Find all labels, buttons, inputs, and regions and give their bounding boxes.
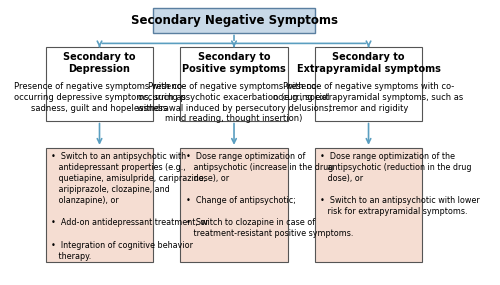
FancyBboxPatch shape bbox=[180, 48, 288, 121]
FancyBboxPatch shape bbox=[314, 148, 422, 262]
Text: Presence of negative symptoms with co-
occurring psychotic exacerbation (e.g., s: Presence of negative symptoms with co- o… bbox=[137, 82, 331, 123]
FancyBboxPatch shape bbox=[154, 8, 314, 32]
Text: Secondary to
Extrapyramidal symptoms: Secondary to Extrapyramidal symptoms bbox=[296, 52, 440, 74]
Text: Secondary to
Positive symptoms: Secondary to Positive symptoms bbox=[182, 52, 286, 74]
Text: Secondary Negative Symptoms: Secondary Negative Symptoms bbox=[130, 14, 338, 27]
FancyBboxPatch shape bbox=[46, 148, 154, 262]
FancyBboxPatch shape bbox=[46, 48, 154, 121]
Text: Presence of negative symptoms with co-
occurring extrapyramidal symptoms, such a: Presence of negative symptoms with co- o… bbox=[274, 82, 464, 113]
Text: Secondary to
Depression: Secondary to Depression bbox=[64, 52, 136, 74]
FancyBboxPatch shape bbox=[314, 48, 422, 121]
Text: •  Switch to an antipsychotic with
   antidepressant properties (e.g.,
   quetia: • Switch to an antipsychotic with antide… bbox=[51, 152, 208, 261]
Text: •  Dose range optimization of
   antipsychotic (increase in the drug
   dose), o: • Dose range optimization of antipsychot… bbox=[186, 152, 353, 239]
Text: Presence of negative symptoms with co-
occurring depressive symptoms, such as
sa: Presence of negative symptoms with co- o… bbox=[14, 82, 186, 113]
Text: •  Dose range optimization of the
   antipsychotic (reduction in the drug
   dos: • Dose range optimization of the antipsy… bbox=[320, 152, 480, 216]
FancyBboxPatch shape bbox=[180, 148, 288, 262]
